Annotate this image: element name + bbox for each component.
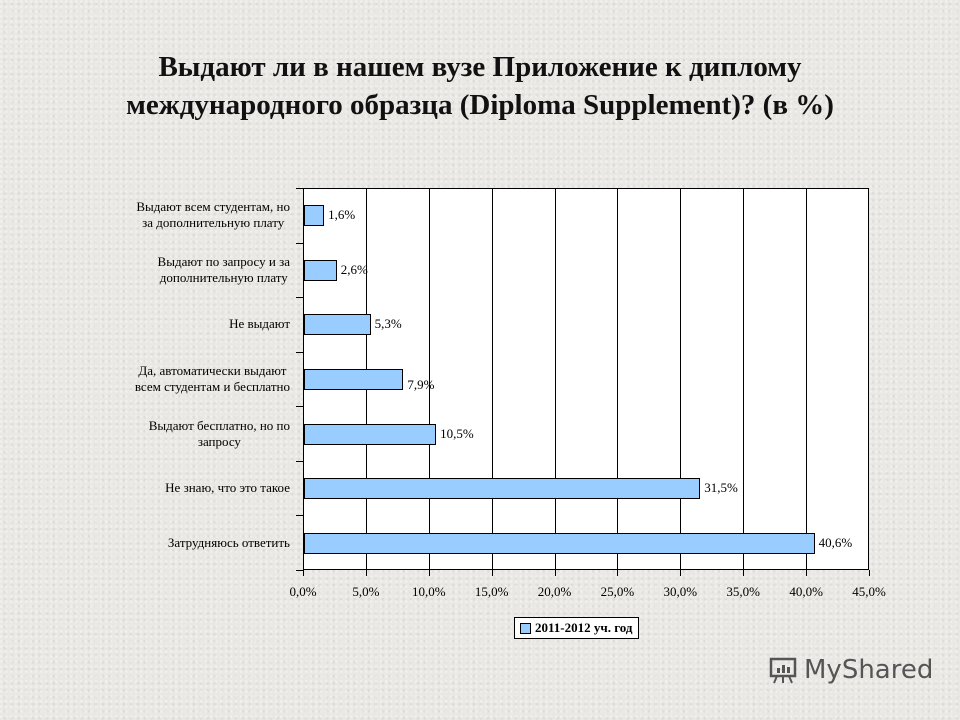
bar xyxy=(304,478,701,500)
x-tick-label: 15,0% xyxy=(474,584,509,599)
bar xyxy=(304,205,325,227)
x-tick xyxy=(554,570,556,576)
legend-label: 2011-2012 уч. год xyxy=(535,620,633,635)
y-tick xyxy=(296,351,303,353)
category-label-line: Не выдают xyxy=(229,316,290,332)
title-line-1: Выдают ли в нашем вузе Приложение к дипл… xyxy=(158,51,802,83)
y-tick xyxy=(296,297,303,299)
category-label: Не выдают xyxy=(229,316,290,332)
category-label: Выдают по запросу и за дополнительную пла… xyxy=(158,254,290,286)
x-tick-label: 5,0% xyxy=(352,584,380,599)
chart-title: Выдают ли в нашем вузе Приложение к дипл… xyxy=(0,48,960,124)
x-tick-label: 45,0% xyxy=(852,584,886,599)
x-tick xyxy=(365,570,367,576)
data-label: 1,6% xyxy=(328,207,356,223)
y-tick xyxy=(296,242,303,244)
category-label-line: Выдают бесплатно, но по xyxy=(148,417,290,433)
category-label: Затрудняюсь ответить xyxy=(168,535,290,551)
presentation-board-icon xyxy=(769,657,797,684)
x-tick xyxy=(491,570,493,576)
y-tick xyxy=(296,460,303,462)
category-label-line: Не знаю, что это такое xyxy=(165,480,290,496)
plot-area xyxy=(303,188,869,570)
title-line-2: международного образца (Diploma Suppleme… xyxy=(126,89,834,121)
category-label-line: Затрудняюсь ответить xyxy=(167,534,290,550)
category-label-line: всем студентам и бесплатно xyxy=(134,379,290,394)
gridline xyxy=(491,189,493,569)
x-tick xyxy=(428,570,430,576)
bar xyxy=(304,259,337,281)
x-tick xyxy=(806,570,808,576)
gridline xyxy=(428,189,430,569)
data-label: 31,5% xyxy=(704,480,738,496)
gridline xyxy=(680,189,682,569)
x-tick xyxy=(680,570,682,576)
data-label: 7,9% xyxy=(407,377,435,392)
category-label-line: Выдают по запросу и за xyxy=(157,253,290,269)
category-label-line: Да, автоматически выдают xyxy=(138,363,287,378)
x-tick xyxy=(303,570,304,576)
x-tick-label: 40,0% xyxy=(789,584,823,599)
x-tick-label: 20,0% xyxy=(537,584,572,599)
y-tick xyxy=(296,570,303,571)
data-label: 2,6% xyxy=(340,261,368,277)
y-tick xyxy=(296,188,303,189)
x-tick xyxy=(617,570,619,576)
x-tick-label: 10,0% xyxy=(411,584,446,599)
category-label: Выдают всем студентам, но за дополнительн… xyxy=(136,199,290,231)
category-label-line: запросу xyxy=(197,433,241,449)
category-label: Да, автоматически выдают всем студентам и… xyxy=(135,363,290,395)
x-tick xyxy=(743,570,745,576)
watermark-text: MyShared xyxy=(804,655,934,685)
category-label-line: дополнительную плату xyxy=(159,269,288,285)
category-label: Выдают бесплатно, но по запросу xyxy=(149,418,290,450)
bar xyxy=(304,423,437,445)
watermark: MyShared xyxy=(768,655,933,685)
category-label-line: за дополнительную плату xyxy=(142,215,285,231)
category-label-line: Выдают всем студентам, но xyxy=(136,199,290,215)
x-tick-label: 30,0% xyxy=(663,584,698,599)
bar xyxy=(304,369,404,390)
y-tick xyxy=(296,515,303,517)
gridline xyxy=(617,189,619,569)
x-tick-label: 0,0% xyxy=(289,584,317,599)
bar xyxy=(304,532,815,554)
gridline xyxy=(743,189,745,569)
legend-swatch xyxy=(520,622,531,634)
legend: 2011-2012 уч. год xyxy=(514,617,640,639)
data-label: 5,3% xyxy=(374,316,402,332)
x-tick-label: 25,0% xyxy=(600,584,635,599)
data-label: 10,5% xyxy=(440,425,474,441)
bar xyxy=(304,314,371,336)
x-tick-label: 35,0% xyxy=(726,584,761,599)
gridline xyxy=(806,189,808,569)
data-label: 40,6% xyxy=(818,534,853,550)
x-tick xyxy=(869,570,870,576)
y-tick xyxy=(296,406,303,408)
category-label: Не знаю, что это такое xyxy=(165,480,290,496)
gridline xyxy=(554,189,556,569)
